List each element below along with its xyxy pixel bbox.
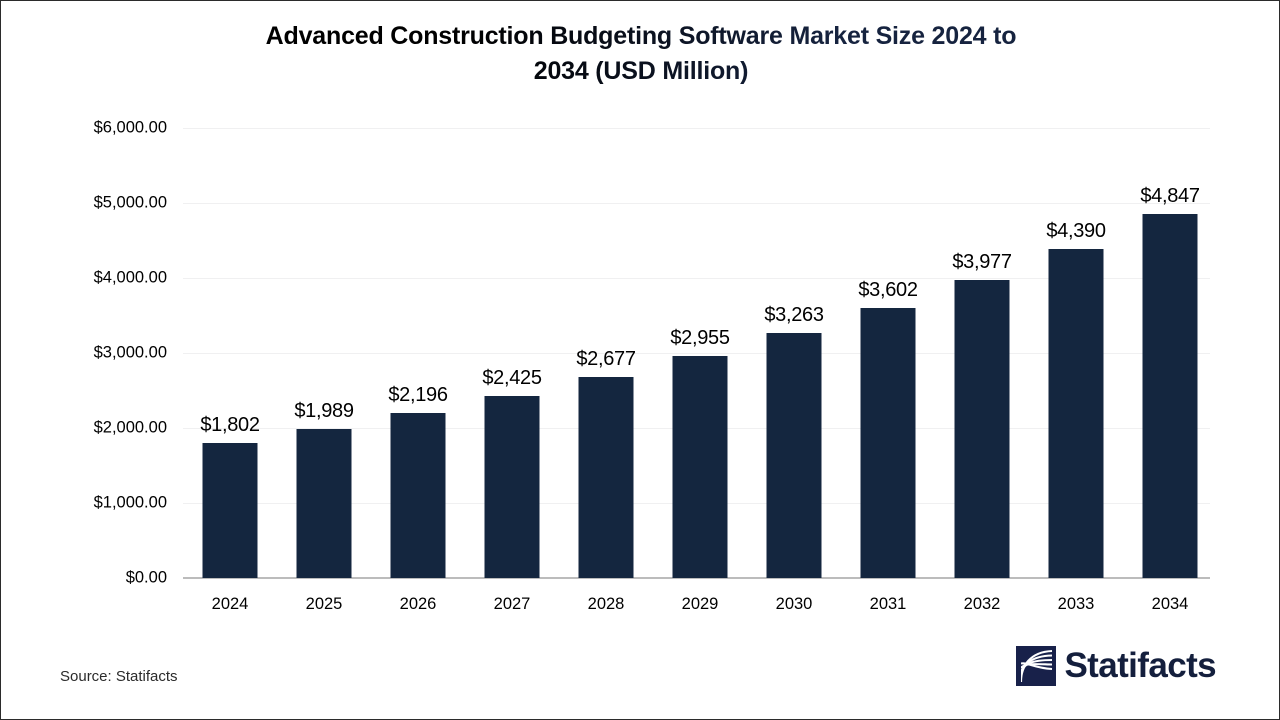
bar-value-label: $1,989 [294,399,354,422]
bar-group[interactable]: $1,802 [183,128,277,578]
bar[interactable] [390,413,446,578]
bar-value-label: $2,196 [388,384,448,407]
x-axis-tick-label: 2027 [493,595,531,613]
bar-group[interactable]: $2,677 [559,128,653,578]
bar[interactable] [672,356,728,578]
y-axis-tick-label: $3,000.00 [93,343,167,362]
bar-value-label: $3,977 [952,250,1012,273]
bar[interactable] [954,279,1010,578]
bar[interactable] [860,307,916,578]
bar-group[interactable]: $3,977 [935,128,1029,578]
bar-value-label: $2,955 [670,327,730,350]
x-axis-tick-label: 2030 [775,595,813,613]
bar-series: $1,802 $1,989 $2,196 $2,425 $2,677 $2,955 $3,2… [183,128,1210,578]
bar[interactable] [1048,248,1104,578]
bar-group[interactable]: $2,196 [371,128,465,578]
bar-group[interactable]: $3,602 [841,128,935,578]
gridline [183,128,1210,129]
x-axis-tick-label: 2029 [681,595,719,613]
bar[interactable] [296,428,352,578]
bar-value-label: $2,677 [576,348,636,371]
gridline [183,278,1210,279]
source-note: Source: Statifacts [60,668,178,685]
bar-value-label: $4,847 [1140,185,1200,208]
bar-group[interactable]: $3,263 [747,128,841,578]
gridline [183,203,1210,204]
y-axis-tick-label: $4,000.00 [93,268,167,287]
bar-group[interactable]: $2,955 [653,128,747,578]
bar[interactable] [578,377,634,578]
bar-value-label: $4,390 [1046,219,1106,242]
statifacts-swoosh-icon [1016,646,1057,686]
chart-title: Advanced Construction Budgeting Software… [151,19,1131,89]
chart-title-line-1: Advanced Construction Budgeting Software… [265,22,1017,50]
x-axis-baseline [183,577,1210,579]
bar-value-label: $3,602 [858,278,918,301]
bar-group[interactable]: $2,425 [465,128,559,578]
bar-group[interactable]: $4,390 [1029,128,1123,578]
bar-group[interactable]: $1,989 [277,128,371,578]
bar-group[interactable]: $4,847 [1123,128,1217,578]
bar-value-label: $1,802 [200,413,260,436]
x-axis-tick-label: 2034 [1151,595,1189,613]
statifacts-wordmark: Statifacts [1064,646,1216,685]
bar[interactable] [766,333,822,578]
y-axis-tick-label: $5,000.00 [93,193,167,212]
bar[interactable] [484,396,540,578]
x-axis-tick-label: 2026 [399,595,437,613]
x-axis-tick-label: 2031 [869,595,907,613]
x-axis-tick-label: 2024 [211,595,249,613]
x-axis-tick-label: 2025 [305,595,343,613]
x-axis-tick-label: 2028 [587,595,625,613]
y-axis-tick-label: $2,000.00 [93,418,167,437]
statifacts-logo: Statifacts [1016,646,1217,686]
gridline [183,353,1210,354]
x-axis-tick-label: 2032 [963,595,1001,613]
y-axis: $0.00 $1,000.00 $2,000.00 $3,000.00 $4,000.0… [1,119,167,587]
bar[interactable] [1142,214,1198,578]
chart-title-line-2: 2034 (USD Million) [533,57,749,85]
bar-value-label: $2,425 [482,367,542,390]
x-axis-tick-label: 2033 [1057,595,1095,613]
bar-value-label: $3,263 [764,304,824,327]
y-axis-tick-label: $0.00 [125,568,167,587]
y-axis-tick-label: $1,000.00 [93,493,167,512]
x-axis: 2024 2025 2026 2027 2028 2029 2030 2031 2032 2033… [183,595,1210,619]
bar[interactable] [202,442,258,578]
y-axis-tick-label: $6,000.00 [93,118,167,137]
